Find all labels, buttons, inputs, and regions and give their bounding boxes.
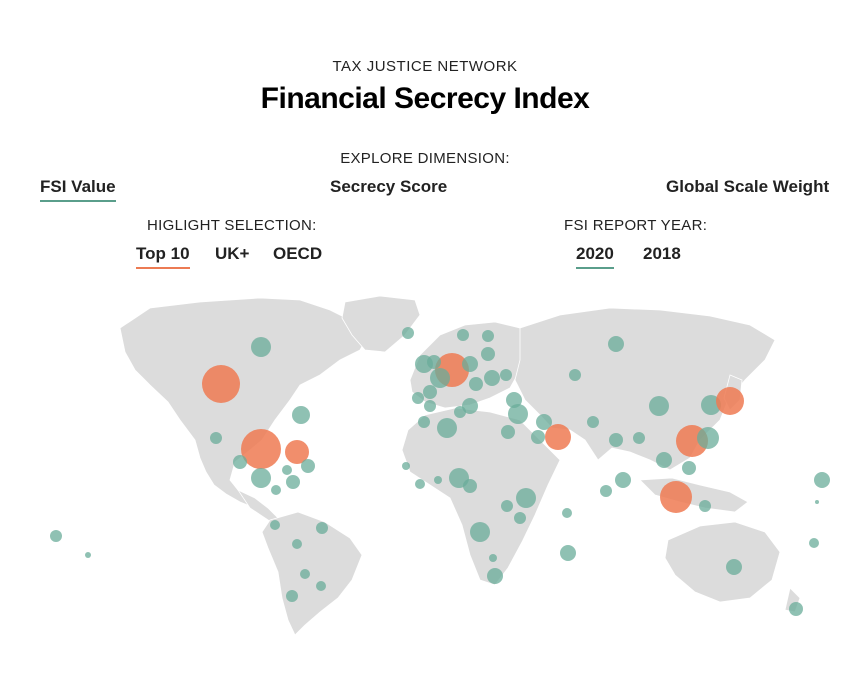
jurisdiction-bubble[interactable] (789, 602, 803, 616)
jurisdiction-bubble[interactable] (415, 479, 425, 489)
jurisdiction-bubble[interactable] (481, 347, 495, 361)
land-masses (119, 295, 801, 636)
jurisdiction-bubble[interactable] (562, 508, 572, 518)
jurisdiction-bubble[interactable] (423, 385, 437, 399)
jurisdiction-bubble[interactable] (469, 377, 483, 391)
jurisdiction-bubble[interactable] (292, 406, 310, 424)
jurisdiction-bubble[interactable] (699, 500, 711, 512)
jurisdiction-bubble[interactable] (633, 432, 645, 444)
world-map (50, 295, 830, 636)
jurisdiction-bubble[interactable] (660, 481, 692, 513)
highlight-option-top10[interactable]: Top 10 (136, 244, 190, 269)
highlight-label: HIGLIGHT SELECTION: (147, 217, 317, 234)
jurisdiction-bubble[interactable] (285, 440, 309, 464)
jurisdiction-bubble[interactable] (301, 459, 315, 473)
jurisdiction-bubble[interactable] (569, 369, 581, 381)
jurisdiction-bubble[interactable] (402, 462, 410, 470)
jurisdiction-bubble[interactable] (501, 500, 513, 512)
jurisdiction-bubble[interactable] (514, 512, 526, 524)
org-name: TAX JUSTICE NETWORK (332, 58, 518, 75)
land-southeast-asia (639, 477, 749, 513)
jurisdiction-bubble[interactable] (85, 552, 91, 558)
jurisdiction-bubble[interactable] (462, 356, 478, 372)
jurisdiction-bubble[interactable] (454, 406, 466, 418)
jurisdiction-bubble[interactable] (210, 432, 222, 444)
jurisdiction-bubble[interactable] (489, 554, 497, 562)
jurisdiction-bubble[interactable] (516, 488, 536, 508)
dimension-option-global-scale-weight[interactable]: Global Scale Weight (666, 177, 830, 196)
highlight-option-oecd[interactable]: OECD (273, 244, 323, 263)
year-option-2018[interactable]: 2018 (643, 244, 681, 263)
jurisdiction-bubble[interactable] (412, 392, 424, 404)
jurisdiction-bubble[interactable] (286, 590, 298, 602)
jurisdiction-bubble[interactable] (656, 452, 672, 468)
jurisdiction-bubble[interactable] (241, 429, 281, 469)
jurisdiction-bubble[interactable] (560, 545, 576, 561)
jurisdiction-bubble[interactable] (462, 398, 478, 414)
jurisdiction-bubble[interactable] (316, 522, 328, 534)
jurisdiction-bubble[interactable] (430, 368, 450, 388)
dimension-label: EXPLORE DIMENSION: (340, 150, 510, 167)
jurisdiction-bubble[interactable] (463, 479, 477, 493)
land-australia (664, 521, 781, 603)
jurisdiction-bubble[interactable] (682, 461, 696, 475)
jurisdiction-bubble[interactable] (701, 395, 721, 415)
land-greenland (341, 295, 421, 353)
jurisdiction-bubble[interactable] (649, 396, 669, 416)
land-africa (401, 407, 561, 586)
jurisdiction-bubble[interactable] (608, 336, 624, 352)
jurisdiction-bubble[interactable] (251, 468, 271, 488)
jurisdiction-bubble[interactable] (615, 472, 631, 488)
jurisdiction-bubble[interactable] (50, 530, 62, 542)
jurisdiction-bubble[interactable] (402, 327, 414, 339)
jurisdiction-bubble[interactable] (501, 425, 515, 439)
jurisdiction-bubble[interactable] (316, 581, 326, 591)
jurisdiction-bubble[interactable] (600, 485, 612, 497)
jurisdiction-bubble[interactable] (697, 427, 719, 449)
jurisdiction-bubble[interactable] (427, 355, 441, 369)
jurisdiction-bubble[interactable] (286, 475, 300, 489)
jurisdiction-bubble[interactable] (531, 430, 545, 444)
jurisdiction-bubble[interactable] (545, 424, 571, 450)
year-label: FSI REPORT YEAR: (564, 217, 708, 234)
jurisdiction-bubble[interactable] (484, 370, 500, 386)
jurisdiction-bubble[interactable] (270, 520, 280, 530)
jurisdiction-bubble[interactable] (424, 400, 436, 412)
jurisdiction-bubble[interactable] (300, 569, 310, 579)
dimension-option-secrecy-score[interactable]: Secrecy Score (330, 177, 448, 196)
jurisdiction-bubble[interactable] (809, 538, 819, 548)
highlight-option-uk-plus[interactable]: UK+ (215, 244, 250, 263)
jurisdiction-bubble[interactable] (434, 476, 442, 484)
land-south-america (261, 511, 363, 636)
jurisdiction-bubble[interactable] (536, 414, 552, 430)
jurisdiction-bubble[interactable] (233, 455, 247, 469)
jurisdiction-bubble[interactable] (487, 568, 503, 584)
jurisdiction-bubble[interactable] (815, 500, 819, 504)
jurisdiction-bubble[interactable] (716, 387, 744, 415)
jurisdiction-bubble[interactable] (726, 559, 742, 575)
jurisdiction-bubble[interactable] (814, 472, 830, 488)
jurisdiction-bubble[interactable] (508, 404, 528, 424)
jurisdiction-bubble[interactable] (202, 365, 240, 403)
jurisdiction-bubble[interactable] (457, 329, 469, 341)
land-north-america (119, 297, 371, 509)
jurisdiction-bubble[interactable] (292, 539, 302, 549)
jurisdiction-bubble[interactable] (500, 369, 512, 381)
jurisdiction-bubble[interactable] (609, 433, 623, 447)
jurisdiction-bubble[interactable] (271, 485, 281, 495)
jurisdiction-bubble[interactable] (482, 330, 494, 342)
jurisdiction-bubble[interactable] (470, 522, 490, 542)
jurisdiction-bubble[interactable] (437, 418, 457, 438)
year-option-2020[interactable]: 2020 (576, 244, 614, 269)
jurisdiction-bubble[interactable] (251, 337, 271, 357)
page-title: Financial Secrecy Index (260, 82, 590, 115)
jurisdiction-bubble[interactable] (587, 416, 599, 428)
jurisdiction-bubble[interactable] (282, 465, 292, 475)
bubble-layer (50, 327, 830, 616)
jurisdiction-bubble[interactable] (418, 416, 430, 428)
dimension-option-fsi-value[interactable]: FSI Value (40, 177, 116, 202)
dimension-section: EXPLORE DIMENSION: (0, 150, 850, 168)
